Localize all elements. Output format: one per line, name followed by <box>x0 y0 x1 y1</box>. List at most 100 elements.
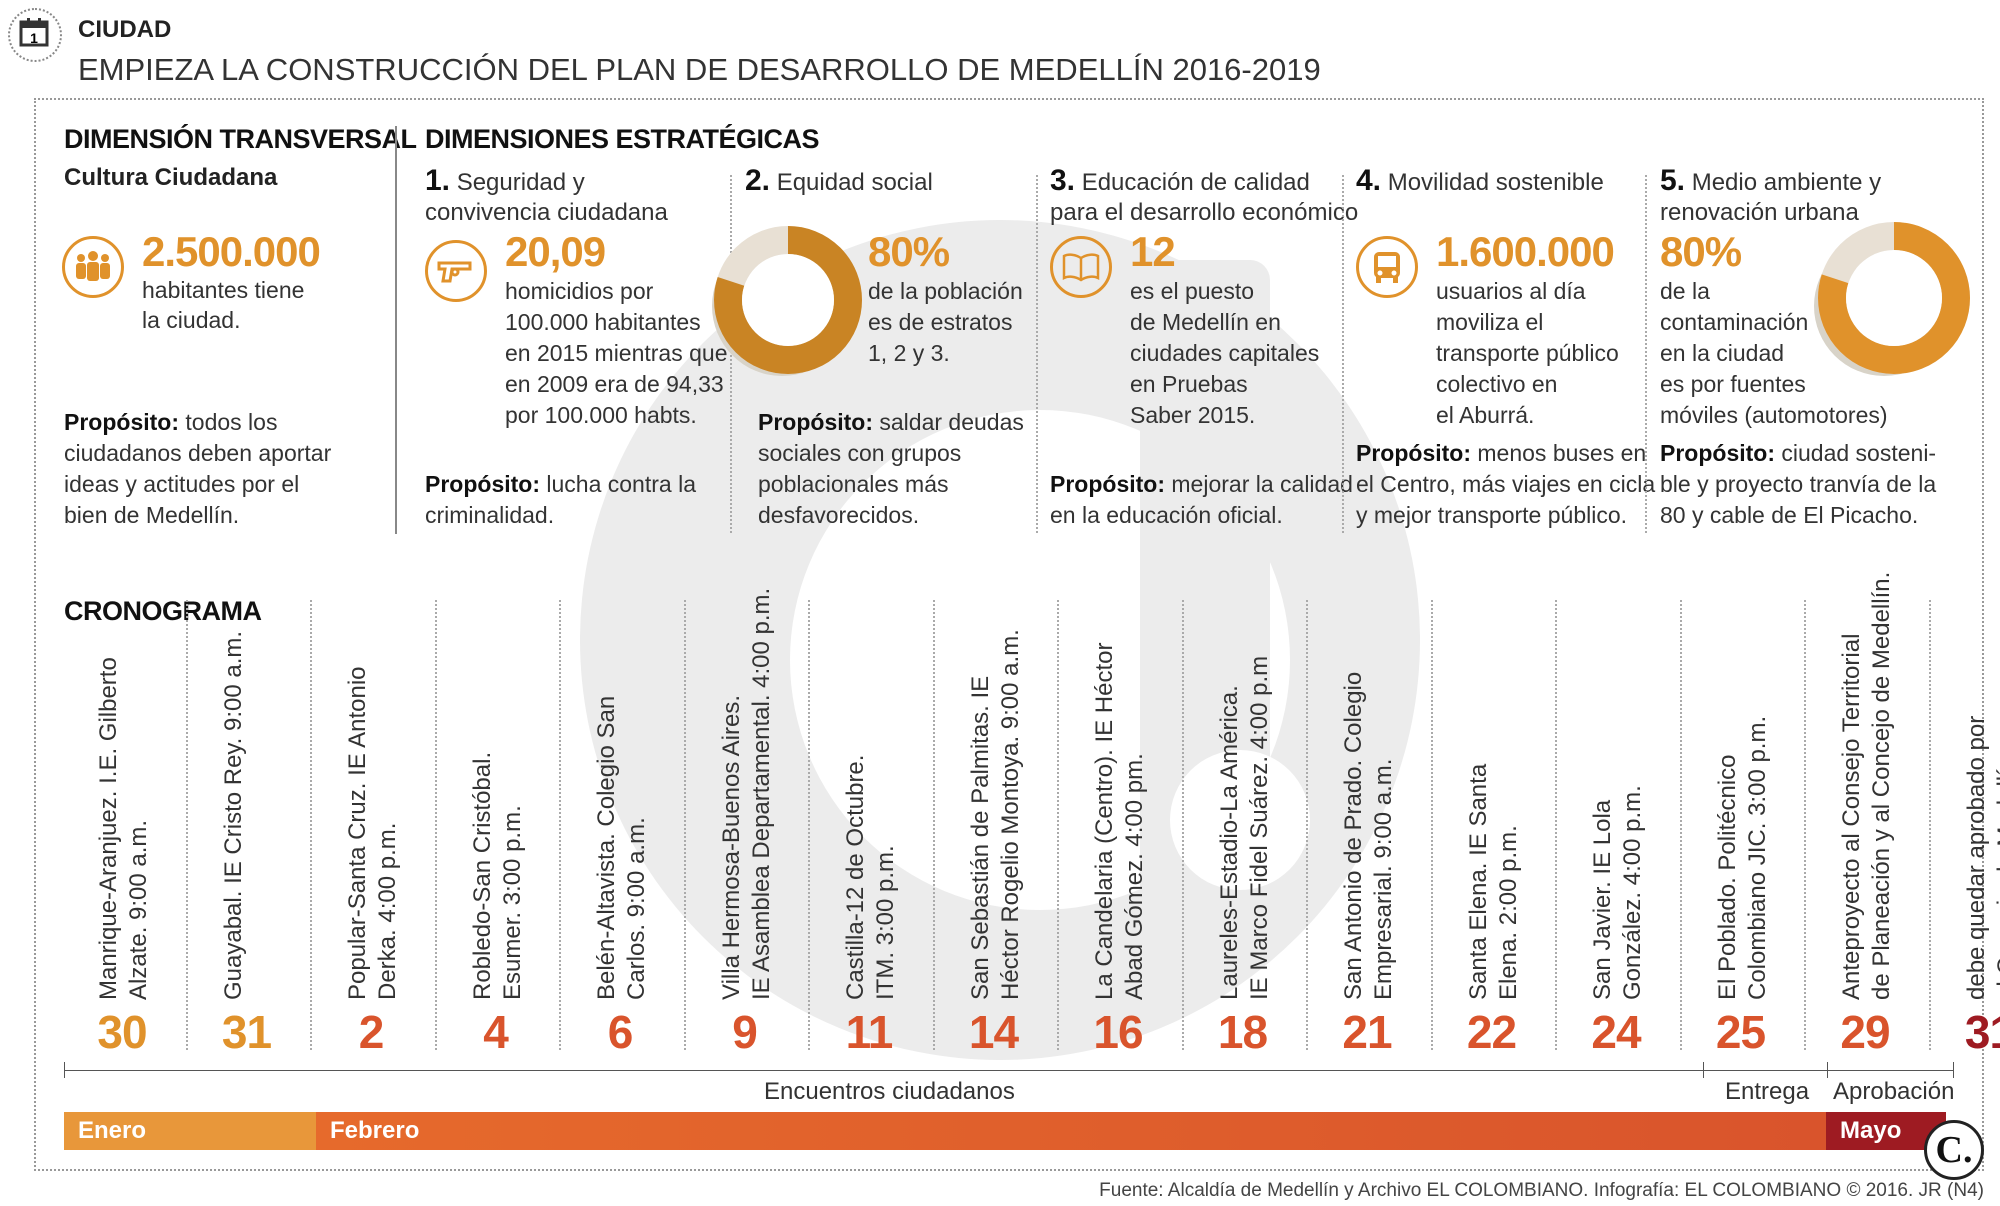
schedule-day: 30 <box>97 1006 147 1058</box>
purpose-text: sociales con grupos <box>758 440 962 466</box>
schedule-event: El Poblado. Politécnico Colombiano JIC. 3… <box>1713 716 1773 1000</box>
dimension-number: 5. <box>1660 164 1686 197</box>
phase-delivery-label: Entrega <box>1725 1078 1810 1105</box>
dimension-5-title: 5. Medio ambiente y renovación urbana <box>1660 166 1881 228</box>
schedule-event-line: Castilla-12 de Octubre. <box>842 754 869 1000</box>
purpose-text: 80 y cable de El Picacho. <box>1660 502 1919 528</box>
schedule-day: 31 <box>1964 1006 2000 1058</box>
schedule-divider <box>1555 600 1557 1050</box>
purpose-text: todos los <box>179 409 278 435</box>
purpose-label: Propósito: <box>758 409 873 435</box>
strategic-heading: DIMENSIONES ESTRATÉGICAS <box>425 124 820 154</box>
schedule-event-line: Esumer. 3:00 p.m. <box>498 805 526 1000</box>
dimension-1-value: 20,09 <box>505 228 606 275</box>
desc-line: contaminación <box>1660 309 1809 335</box>
dimension-title-text: Seguridad y <box>450 169 585 196</box>
dimension-3-title: 3. Educación de calidad para el desarroll… <box>1050 166 1358 228</box>
dimension-title-text: Educación de calidad <box>1075 169 1310 196</box>
divider-transversal <box>395 126 397 534</box>
schedule-day: 21 <box>1342 1006 1392 1058</box>
schedule-event-line: San Antonio de Prado. Colegio <box>1340 671 1367 1000</box>
schedule-event-line: González. 4:00 p.m. <box>1619 785 1646 1000</box>
el-colombiano-logo: C. <box>1924 1120 1984 1180</box>
desc-line: homicidios por <box>505 278 654 304</box>
people-icon <box>62 236 124 298</box>
axis-tick <box>1953 1062 1954 1078</box>
dimension-number: 4. <box>1356 164 1382 197</box>
source-credit: Fuente: Alcaldía de Medellín y Archivo E… <box>1099 1180 1984 1201</box>
desc-line: ciudades capitales <box>1130 340 1320 366</box>
schedule-event-line: Alzate. 9:00 a.m. <box>125 819 152 1000</box>
schedule-day: 4 <box>483 1006 509 1058</box>
schedule-divider <box>1804 600 1806 1050</box>
transversal-value: 2.500.000 <box>142 228 321 275</box>
purpose-text: bien de Medellín. <box>64 502 240 528</box>
schedule-event-line: Derka. 4:00 p.m. <box>374 822 401 1000</box>
schedule-event: La Candelaria (Centro). IE Héctor Abad Gó… <box>1090 643 1150 1001</box>
schedule-event-line: Villa Hermosa-Buenos Aires. <box>717 694 745 1000</box>
dimension-2-desc: de la población es de estratos 1, 2 y 3. <box>868 276 1023 369</box>
purpose-label: Propósito: <box>1660 440 1775 466</box>
dimension-1-desc: homicidios por 100.000 habitantes en 201… <box>505 276 728 431</box>
dimension-4-purpose: Propósito: menos buses en el Centro, más… <box>1356 438 1655 531</box>
schedule-divider <box>1306 600 1308 1050</box>
month-bar-enero <box>64 1112 316 1150</box>
purpose-text: ciudad sosteni- <box>1775 440 1937 466</box>
desc-line: Saber 2015. <box>1130 402 1256 428</box>
month-label-febrero: Febrero <box>330 1117 420 1144</box>
schedule-divider <box>1057 600 1059 1050</box>
dimension-5-value: 80% <box>1660 228 1742 275</box>
schedule-event-line: Popular-Santa Cruz. IE Antonio <box>344 666 371 1000</box>
dimension-title-text: para el desarrollo económico <box>1050 199 1359 226</box>
schedule-event: debe quedar aprobado por el Concejo de Me… <box>1962 716 2000 1000</box>
schedule-event-line: ITM. 3:00 p.m. <box>872 845 899 1000</box>
bus-icon <box>1356 236 1418 298</box>
dimension-3-purpose: Propósito: mejorar la calidad en la educ… <box>1050 469 1353 531</box>
purpose-text: mejorar la calidad <box>1165 471 1353 497</box>
donut-chart-5 <box>1814 222 1970 376</box>
desc-line: moviliza el <box>1436 309 1544 335</box>
phase-approval-label: Aprobación <box>1833 1078 1955 1105</box>
calendar-icon: 1 <box>19 18 49 47</box>
schedule-event: Guayabal. IE Cristo Rey. 9:00 a.m. <box>219 631 249 1000</box>
purpose-text: el Centro, más viajes en cicla <box>1356 471 1656 497</box>
dimension-3-desc: es el puesto de Medellín en ciudades cap… <box>1130 276 1319 431</box>
transversal-desc-2: la ciudad. <box>142 307 241 333</box>
purpose-text: lucha contra la <box>540 471 696 497</box>
desc-line: es por fuentes <box>1660 371 1806 397</box>
month-bar-febrero <box>316 1112 1826 1150</box>
desc-line: por 100.000 habts. <box>505 402 697 428</box>
schedule-event: San Sebastián de Palmitas. IE Héctor Roge… <box>966 629 1026 1000</box>
purpose-label: Propósito: <box>64 409 179 435</box>
schedule-day: 31 <box>221 1006 272 1058</box>
schedule-event-line: Guayabal. IE Cristo Rey. 9:00 a.m. <box>219 630 247 1000</box>
transversal-heading: DIMENSIÓN TRANSVERSAL <box>64 124 417 154</box>
dimension-4-desc: usuarios al día moviliza el transporte p… <box>1436 276 1619 431</box>
schedule-divider <box>1181 600 1184 1050</box>
schedule-divider <box>559 600 561 1050</box>
axis-tick <box>1703 1062 1704 1078</box>
dimension-title-text: Medio ambiente y <box>1685 169 1882 196</box>
dimension-1-purpose: Propósito: lucha contra la criminalidad. <box>425 469 696 531</box>
schedule-day: 22 <box>1466 1006 1517 1058</box>
desc-line: 100.000 habitantes <box>505 309 701 335</box>
schedule-divider <box>310 600 312 1050</box>
divider-2 <box>1036 175 1038 533</box>
desc-line: usuarios al día <box>1436 278 1586 304</box>
schedule-event-line: El Poblado. Politécnico <box>1713 754 1741 1000</box>
schedule-event: San Javier. IE Lola González. 4:00 p.m. <box>1588 785 1648 1000</box>
schedule-event-line: Abad Gómez. 4:00 pm. <box>1121 753 1148 1000</box>
divider-4 <box>1645 175 1647 533</box>
purpose-text: saldar deudas <box>873 409 1024 435</box>
dimension-title-text: convivencia ciudadana <box>425 199 668 226</box>
page-title: EMPIEZA LA CONSTRUCCIÓN DEL PLAN DE DESA… <box>78 52 1321 87</box>
calendar-day: 1 <box>30 30 38 46</box>
schedule-event: Manrique-Aranjuez. I.E. Gilberto Alzate. … <box>94 657 154 1000</box>
schedule-event: Anteproyecto al Consejo Territorial de Pl… <box>1837 572 1897 1000</box>
schedule-event-line: Anteproyecto al Consejo Territorial <box>1838 633 1865 1000</box>
phase-meetings-label: Encuentros ciudadanos <box>764 1078 1015 1105</box>
schedule-event-line: La Candelaria (Centro). IE Héctor <box>1091 642 1118 1001</box>
schedule-event-line: debe quedar aprobado por <box>1962 715 1990 1000</box>
schedule-event-line: el Concejo de Medellín. <box>1992 749 2000 1000</box>
desc-line: colectivo en <box>1436 371 1558 397</box>
